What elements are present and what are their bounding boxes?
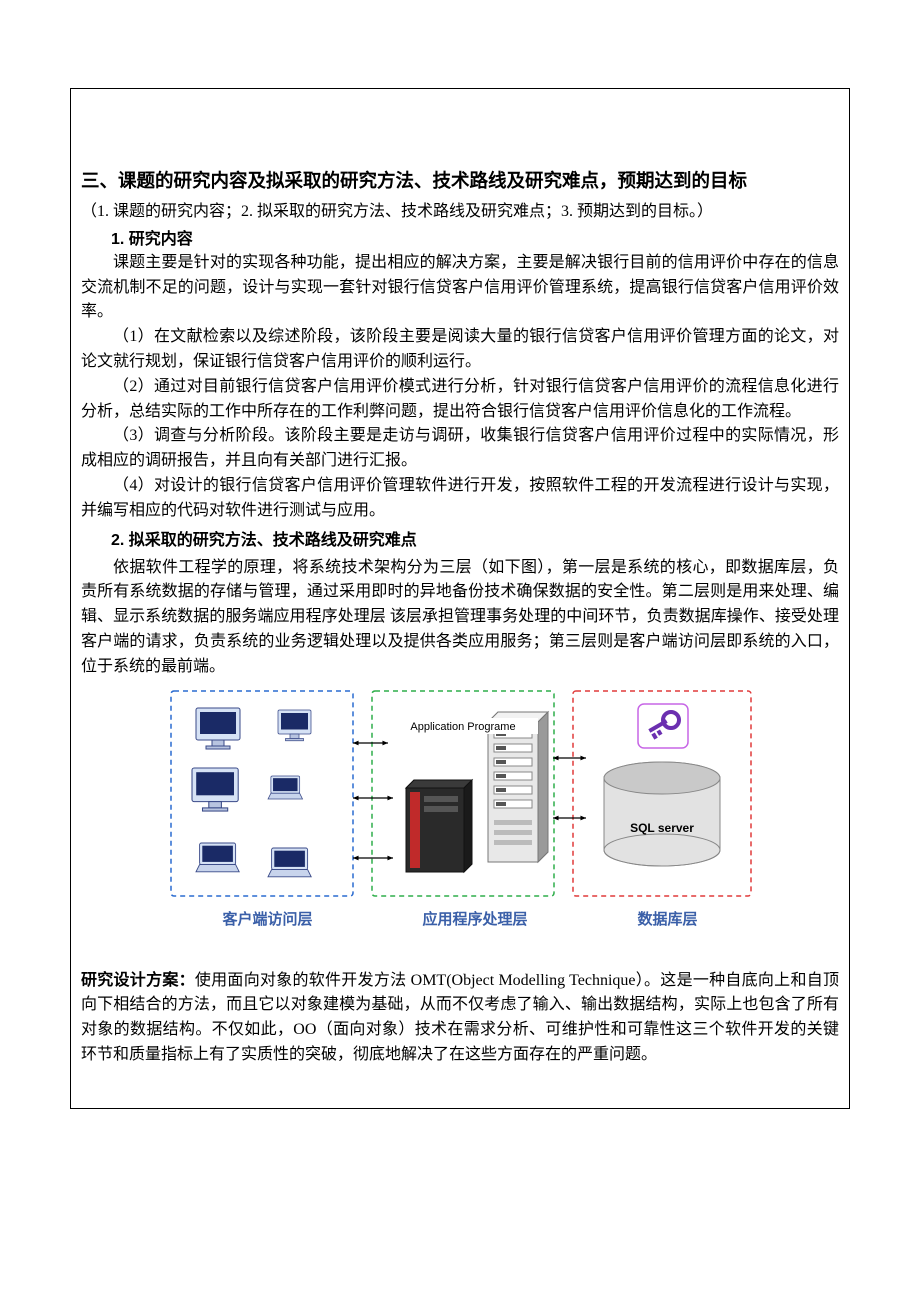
design-plan-text: 使用面向对象的软件开发方法 OMT(Object Modelling Techn… (81, 972, 839, 1063)
design-plan-lead: 研究设计方案： (81, 972, 195, 989)
tier-label-db: 数据库层 (637, 908, 697, 929)
paragraph: 依据软件工程学的原理，将系统技术架构分为三层（如下图），第一层是系统的核心，即数… (81, 556, 839, 680)
architecture-diagram: Application ProgrameApplication Programe… (81, 688, 839, 898)
paragraph: （4）对设计的银行信贷客户信用评价管理软件进行开发，按照软件工程的开发流程进行设… (81, 474, 839, 524)
paragraph: （3）调查与分析阶段。该阶段主要是走访与调研，收集银行信贷客户信用评价过程中的实… (81, 424, 839, 474)
section-title: 三、课题的研究内容及拟采取的研究方法、技术路线及研究难点，预期达到的目标 (81, 167, 839, 195)
svg-text:SQL server: SQL server (630, 821, 694, 835)
section-subtitle: （1. 课题的研究内容；2. 拟采取的研究方法、技术路线及研究难点；3. 预期达… (81, 197, 839, 221)
paragraph: 课题主要是针对的实现各种功能，提出相应的解决方案，主要是解决银行目前的信用评价中… (81, 251, 839, 325)
content-frame: 三、课题的研究内容及拟采取的研究方法、技术路线及研究难点，预期达到的目标 （1.… (70, 88, 850, 1109)
heading-methods: 2. 拟采取的研究方法、技术路线及研究难点 (111, 526, 839, 550)
tier-labels-row: 客户端访问层 应用程序处理层 数据库层 (168, 908, 753, 929)
paragraph: （1）在文献检索以及综述阶段，该阶段主要是阅读大量的银行信贷客户信用评价管理方面… (81, 325, 839, 375)
heading-research-content: 1. 研究内容 (111, 225, 839, 249)
design-plan-paragraph: 研究设计方案：使用面向对象的软件开发方法 OMT(Object Modellin… (81, 969, 839, 1068)
tier-label-app: 应用程序处理层 (422, 908, 527, 929)
tier-label-client: 客户端访问层 (222, 908, 312, 929)
page: 三、课题的研究内容及拟采取的研究方法、技术路线及研究难点，预期达到的目标 （1.… (0, 0, 920, 1169)
svg-text:Application Programe: Application Programe (410, 721, 515, 733)
paragraph: （2）通过对目前银行信贷客户信用评价模式进行分析，针对银行信贷客户信用评价的流程… (81, 375, 839, 425)
architecture-svg: Application ProgrameApplication Programe… (168, 688, 753, 898)
